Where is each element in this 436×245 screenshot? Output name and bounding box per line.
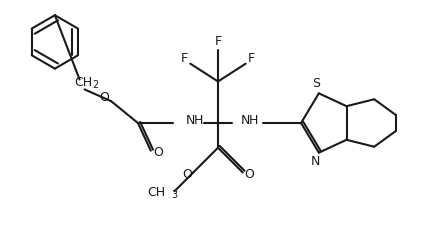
Text: F: F <box>215 36 221 49</box>
Text: O: O <box>245 168 255 181</box>
Text: F: F <box>248 52 255 65</box>
Text: CH: CH <box>75 76 92 89</box>
Text: H: H <box>249 113 258 126</box>
Text: 2: 2 <box>92 80 99 90</box>
Text: H: H <box>194 113 203 126</box>
Text: F: F <box>181 52 188 65</box>
Text: N: N <box>186 113 195 126</box>
Text: N: N <box>241 113 250 126</box>
Text: CH: CH <box>147 186 166 199</box>
Text: 3: 3 <box>171 190 177 200</box>
Text: N: N <box>311 155 320 168</box>
Text: O: O <box>154 146 164 159</box>
Text: S: S <box>312 77 320 90</box>
Text: O: O <box>182 168 192 181</box>
Text: O: O <box>99 91 109 104</box>
